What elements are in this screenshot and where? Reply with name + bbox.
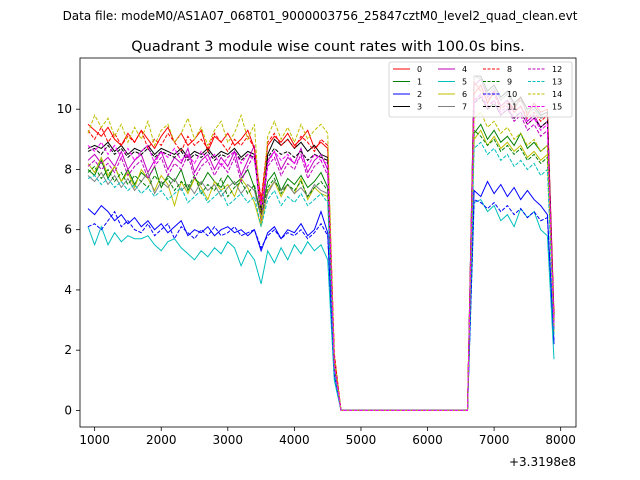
- y-tick-label: 10: [57, 102, 72, 116]
- series-line-6: [87, 129, 555, 411]
- legend-box: [388, 61, 573, 118]
- x-tick-label: 5000: [346, 433, 377, 447]
- legend-label: 14: [552, 90, 562, 99]
- x-tick-label: 8000: [545, 433, 576, 447]
- legend-label: 15: [552, 103, 562, 112]
- plot-border: [79, 57, 577, 428]
- legend-label: 5: [462, 78, 467, 87]
- legend-label: 3: [417, 103, 422, 112]
- legend-label: 12: [552, 65, 562, 74]
- y-tick-label: 6: [64, 223, 72, 237]
- chart-title: Quadrant 3 module wise count rates with …: [131, 39, 525, 55]
- legend-label: 2: [417, 90, 422, 99]
- legend-label: 4: [462, 65, 467, 74]
- y-tick-label: 2: [64, 343, 72, 357]
- y-tick-label: 0: [64, 403, 72, 417]
- series-line-11: [87, 96, 555, 411]
- x-tick-label: 6000: [412, 433, 443, 447]
- x-offset-label: +3.3198e8: [509, 455, 576, 469]
- series-line-7: [87, 75, 555, 411]
- series-line-3: [87, 75, 555, 411]
- legend-label: 10: [507, 90, 517, 99]
- y-tick-label: 4: [64, 283, 72, 297]
- x-tick-label: 3000: [213, 433, 244, 447]
- legend-label: 7: [462, 103, 467, 112]
- x-tick-label: 7000: [479, 433, 510, 447]
- legend-label: 8: [507, 65, 512, 74]
- series-line-1: [87, 123, 555, 411]
- axes: 1000 2000 3000 4000 5000 6000 7000 8000 0 2 4 6 8 10: [57, 102, 576, 447]
- x-tick-label: 2000: [146, 433, 177, 447]
- legend-label: 9: [507, 78, 512, 87]
- series-line-13: [87, 141, 555, 411]
- legend-label: 6: [462, 90, 467, 99]
- series-line-10: [87, 198, 555, 411]
- series-line-5: [87, 198, 555, 411]
- y-tick-label: 8: [64, 162, 72, 176]
- legend-label: 11: [507, 103, 517, 112]
- x-tick-label: 4000: [279, 433, 310, 447]
- x-tick-label: 1000: [79, 433, 110, 447]
- legend-label: 0: [417, 65, 422, 74]
- axes-frame: [79, 57, 577, 428]
- series-line-9: [87, 129, 555, 411]
- legend-label: 1: [417, 78, 422, 87]
- plot-lines: [87, 75, 555, 411]
- series-line-2: [87, 180, 555, 411]
- suptitle: Data file: modeM0/AS1A07_068T01_90000037…: [63, 9, 578, 23]
- legend-label: 13: [552, 78, 562, 87]
